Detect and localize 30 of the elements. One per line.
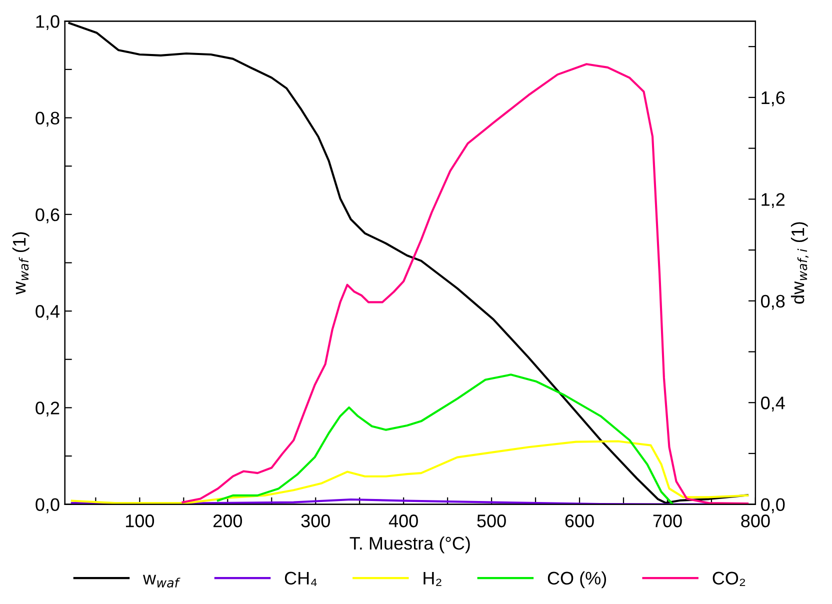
x-tick-label: 800 <box>741 514 770 528</box>
y2-tick-label: 0,8 <box>761 294 785 310</box>
x-tick-label: 400 <box>388 514 418 528</box>
y2-tick-label: 0,4 <box>761 396 785 412</box>
y2-tick-label: 0,0 <box>761 498 785 514</box>
y-tick-label: 0,8 <box>36 112 60 127</box>
line-series <box>216 374 674 504</box>
y-tick-label: 0,4 <box>36 304 60 320</box>
y2-tick-label: 1,2 <box>762 193 785 208</box>
line-series <box>70 440 749 504</box>
x-tick-label: 300 <box>301 514 330 528</box>
legend-label: CH₄ <box>284 572 317 586</box>
y2-axis-title: dw$_{waf,i}$ (1) <box>790 222 808 304</box>
x-tick-label: 100 <box>126 514 154 528</box>
line-series <box>182 63 749 504</box>
legend-label: H₂ <box>424 572 442 586</box>
x-tick-label: 600 <box>565 514 594 528</box>
legend-label: w$_{waf}$ <box>142 574 180 588</box>
y-tick-label: 0,2 <box>36 402 60 417</box>
x-tick-label: 200 <box>213 514 242 528</box>
legend-label: CO₂ <box>712 572 746 586</box>
y-axis-title: w$_{waf}$ (1) <box>12 232 30 294</box>
y-tick-label: 0,0 <box>36 498 60 514</box>
y-tick-label: 0,6 <box>36 208 60 224</box>
x-tick-label: 500 <box>477 514 506 528</box>
legend-label: CO (%) <box>548 571 606 588</box>
y2-tick-label: 1,6 <box>762 91 785 106</box>
x-tick-label: 700 <box>653 514 682 528</box>
x-axis-title: T. Muestra (°C) <box>350 536 470 554</box>
y-tick-label: 1,0 <box>36 15 60 30</box>
